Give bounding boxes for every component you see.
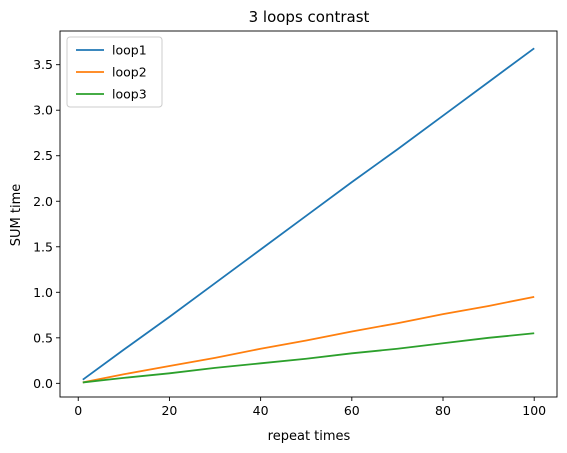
y-tick-label: 0.0 xyxy=(33,376,53,391)
y-tick-label: 3.5 xyxy=(33,57,53,72)
x-tick-label: 20 xyxy=(161,403,177,418)
chart-title: 3 loops contrast xyxy=(249,8,370,26)
axes-frame xyxy=(59,30,558,398)
series-line-loop2 xyxy=(82,295,535,384)
legend-box xyxy=(66,36,163,108)
x-tick-label: 60 xyxy=(344,403,360,418)
legend-label-loop1: loop1 xyxy=(112,43,147,58)
x-axis-label: repeat times xyxy=(268,429,351,444)
legend-label-loop3: loop3 xyxy=(112,87,147,102)
y-tick-label: 2.5 xyxy=(33,148,53,163)
x-tick-label: 0 xyxy=(74,403,82,418)
y-tick-label: 1.5 xyxy=(33,239,53,254)
legend-label-loop2: loop2 xyxy=(112,65,147,80)
y-tick-label: 1.0 xyxy=(33,285,53,300)
y-tick-label: 3.0 xyxy=(33,103,53,118)
series-line-loop3 xyxy=(82,332,535,384)
x-tick-label: 80 xyxy=(435,403,451,418)
x-tick-label: 40 xyxy=(253,403,269,418)
series-line-loop1 xyxy=(82,47,535,381)
x-tick-label: 100 xyxy=(522,403,546,418)
plot-area: 0 20 40 60 80 100 0.0 0.5 1.0 1.5 2.0 2.5 3.0 3.5 loop… xyxy=(33,30,558,418)
y-tick-label: 0.5 xyxy=(33,330,53,345)
y-tick-label: 2.0 xyxy=(33,194,53,209)
y-axis-label: SUM time xyxy=(9,184,24,247)
